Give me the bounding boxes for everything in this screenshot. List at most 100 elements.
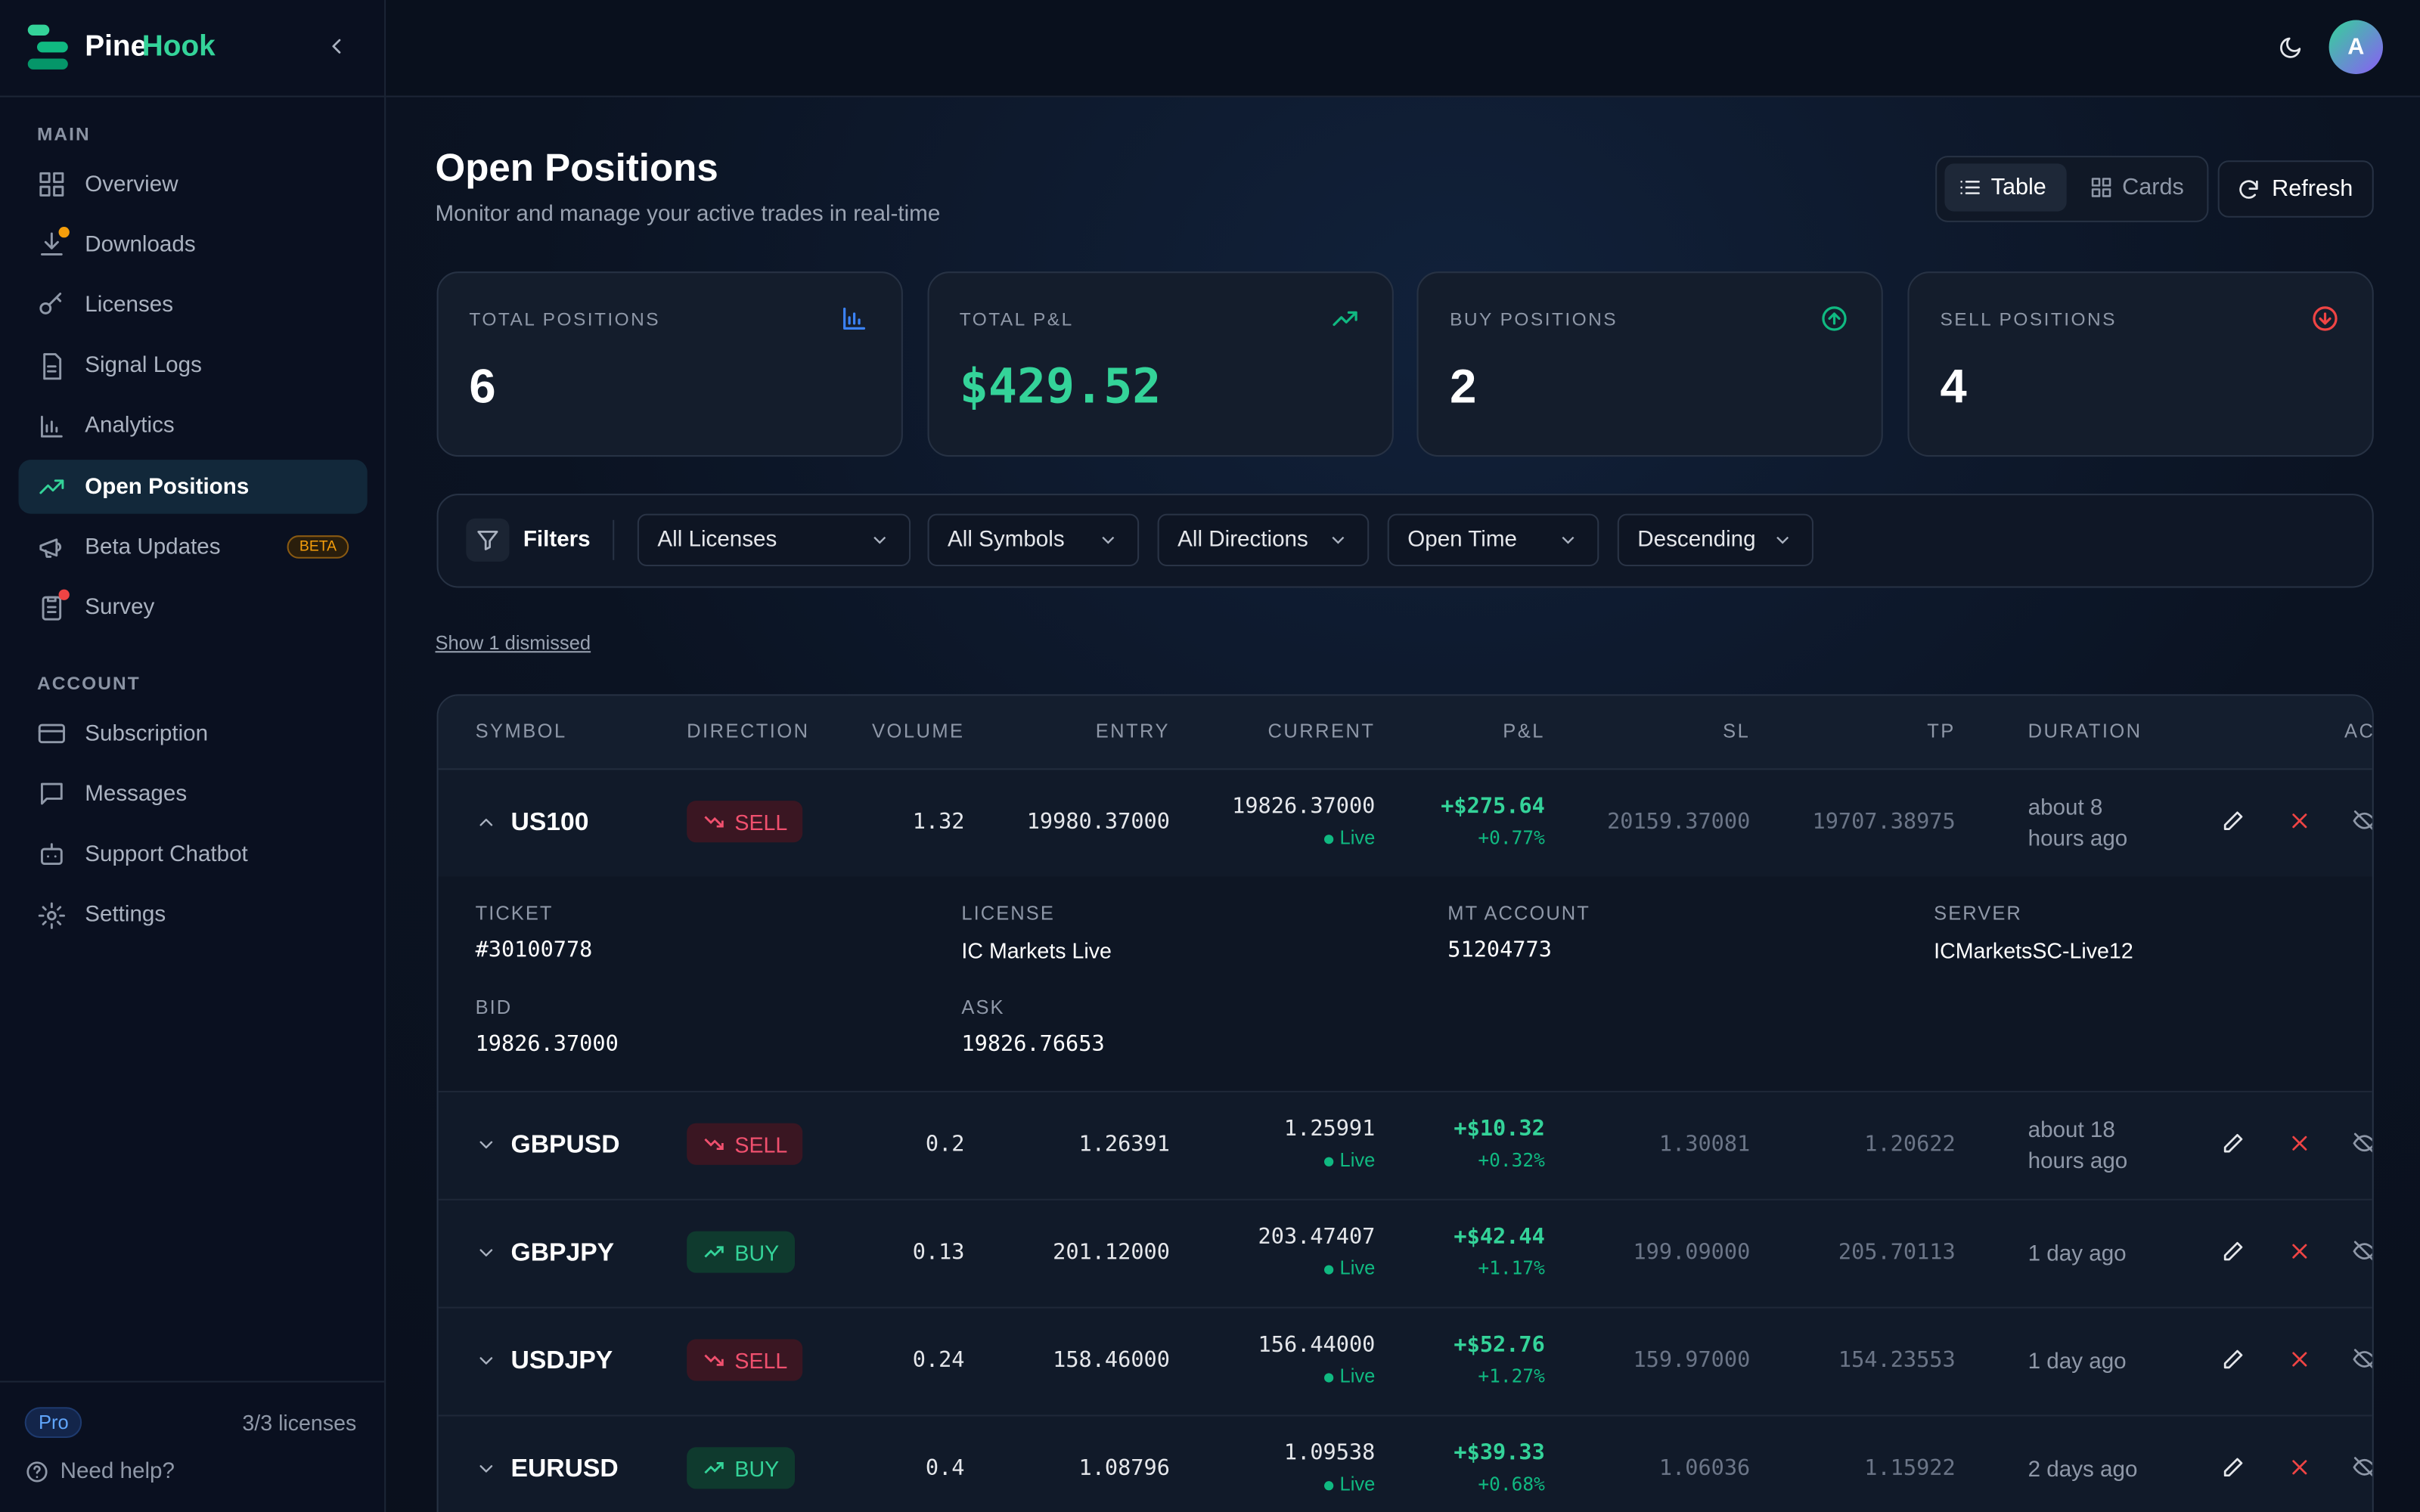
divider	[0, 1380, 385, 1383]
collapse-button[interactable]	[324, 34, 349, 67]
column-header: ACTIONS	[2344, 720, 2374, 742]
current-price: 203.47407	[1258, 1225, 1376, 1250]
direction-label: SELL	[734, 1347, 788, 1373]
expand-toggle[interactable]	[476, 811, 498, 841]
column-header: DIRECTION	[687, 720, 810, 742]
entry-price: 158.46000	[1053, 1348, 1170, 1374]
current-price: 156.44000	[1258, 1333, 1376, 1358]
column-header: TP	[1927, 720, 1956, 742]
nav-item[interactable]: Licenses	[18, 278, 367, 332]
column-header: ENTRY	[1095, 720, 1170, 742]
expand-toggle	[479, 1465, 493, 1473]
dismiss-button[interactable]	[2352, 1131, 2372, 1163]
edit-button[interactable]	[2221, 1455, 2246, 1487]
refresh-icon	[2236, 178, 2261, 210]
edit-button[interactable]	[2221, 1347, 2246, 1380]
dismiss-button[interactable]	[2352, 1347, 2372, 1380]
close-button[interactable]	[2287, 1131, 2312, 1163]
help-link[interactable]: Need help?	[60, 1459, 175, 1485]
filter-select[interactable]: All Directions	[1157, 513, 1370, 566]
dismiss-button[interactable]	[2352, 1455, 2372, 1487]
table-view-button[interactable]: Table	[1944, 163, 2067, 212]
page-subtitle: Monitor and manage your active trades in…	[435, 202, 941, 227]
take-profit: 19707.38975	[1812, 810, 1956, 835]
avatar[interactable]: A	[2328, 20, 2384, 74]
logo-mark	[27, 24, 68, 70]
nav-label: Licenses	[85, 293, 174, 318]
detail-label: SERVER	[1934, 902, 2022, 925]
filter-select[interactable]: All Licenses	[637, 513, 911, 566]
nav-item[interactable]: Settings	[18, 888, 367, 942]
nav-label: Support Chatbot	[85, 842, 248, 867]
nav-item[interactable]: Signal Logs	[18, 339, 367, 392]
refresh-label: Refresh	[2272, 175, 2353, 203]
nav-label: Subscription	[85, 721, 209, 746]
nav-item[interactable]: Downloads	[18, 218, 367, 271]
nav-item[interactable]: Overview	[18, 157, 367, 211]
entry-price: 1.26391	[1078, 1132, 1170, 1157]
section-title: ACCOUNT	[36, 672, 141, 695]
live-label: Live	[1339, 1473, 1376, 1495]
close-button[interactable]	[2287, 808, 2312, 841]
nav-item[interactable]: Messages	[18, 767, 367, 821]
close-button[interactable]	[2287, 1347, 2312, 1380]
chevron	[1562, 536, 1575, 544]
nav-item[interactable]: Survey	[18, 581, 367, 634]
edit-button	[2223, 1241, 2243, 1261]
filter-select[interactable]: All Symbols	[927, 513, 1140, 566]
detail-value: #30100778	[475, 937, 593, 963]
stat-label: SELL POSITIONS	[1940, 308, 2117, 330]
edit-button[interactable]	[2221, 1239, 2246, 1272]
close-button[interactable]	[2287, 1239, 2312, 1272]
nav-item[interactable]: Open Positions	[18, 460, 368, 514]
direction-label: BUY	[734, 1239, 780, 1265]
expand-toggle[interactable]	[476, 1134, 498, 1163]
volume: 0.13	[912, 1240, 965, 1266]
dismiss-button[interactable]	[2352, 808, 2372, 841]
live-label: Live	[1339, 1149, 1376, 1171]
positions-table: SYMBOL DIRECTION VOLUME ENTRY CURRENT P&L SL TP…	[436, 694, 2374, 1512]
stop-loss: 199.09000	[1633, 1240, 1751, 1266]
volume: 1.32	[912, 810, 965, 835]
live-label: Live	[1339, 1257, 1376, 1279]
edit-button[interactable]	[2221, 808, 2246, 841]
nav-item[interactable]: Subscription	[18, 707, 367, 761]
close-button[interactable]	[2287, 1455, 2312, 1487]
refresh-button[interactable]: Refresh	[2217, 160, 2374, 218]
direction-badge: BUY	[687, 1231, 795, 1273]
dismiss-button[interactable]	[2352, 1239, 2372, 1272]
filter-select[interactable]: Open Time	[1387, 513, 1599, 566]
nav-icon	[39, 538, 62, 559]
dismissed-link[interactable]: Show 1 dismissed	[435, 632, 591, 655]
nav-item[interactable]: Beta Updates BETA	[18, 520, 367, 574]
live-label: Live	[1339, 826, 1376, 849]
detail-value: ICMarketsSC-Live12	[1934, 937, 2133, 963]
brand-a: Pine	[85, 30, 147, 64]
edit-button	[2223, 811, 2243, 830]
chevron	[1332, 536, 1345, 544]
filter-select[interactable]: Descending	[1617, 513, 1813, 566]
take-profit: 1.15922	[1864, 1456, 1956, 1482]
nav-item[interactable]: Support Chatbot	[18, 828, 367, 881]
expand-toggle[interactable]	[476, 1242, 498, 1272]
close-button	[2292, 1460, 2307, 1475]
table-row: EURUSD BUY 0.4 1.08796 1.09538 Live +$39.33 +0.…	[439, 1414, 2372, 1512]
pnl-percent: +0.32%	[1478, 1149, 1545, 1171]
page-title: Open Positions	[435, 146, 718, 191]
expand-toggle[interactable]	[476, 1458, 498, 1488]
expand-toggle[interactable]	[476, 1350, 498, 1380]
brand-b: Hook	[141, 30, 216, 64]
nav-item[interactable]: Analytics	[18, 399, 367, 453]
table-row: USDJPY SELL 0.24 158.46000 156.44000 Live +$52…	[438, 1307, 2372, 1417]
edit-button[interactable]	[2221, 1131, 2246, 1163]
cards-view-button[interactable]: Cards	[2076, 163, 2199, 211]
sidebar: Pine Hook MAIN Overview Downloads Licenses Sig…	[0, 0, 386, 1512]
entry-price: 1.08796	[1078, 1456, 1170, 1482]
stat-value: 4	[1940, 359, 1967, 414]
nav-icon	[40, 415, 63, 438]
volume: 0.4	[925, 1456, 965, 1482]
theme-toggle[interactable]	[2278, 36, 2303, 68]
detail-label: MT ACCOUNT	[1447, 902, 1590, 925]
notify-dot	[58, 590, 70, 601]
nav-icon	[40, 783, 63, 805]
